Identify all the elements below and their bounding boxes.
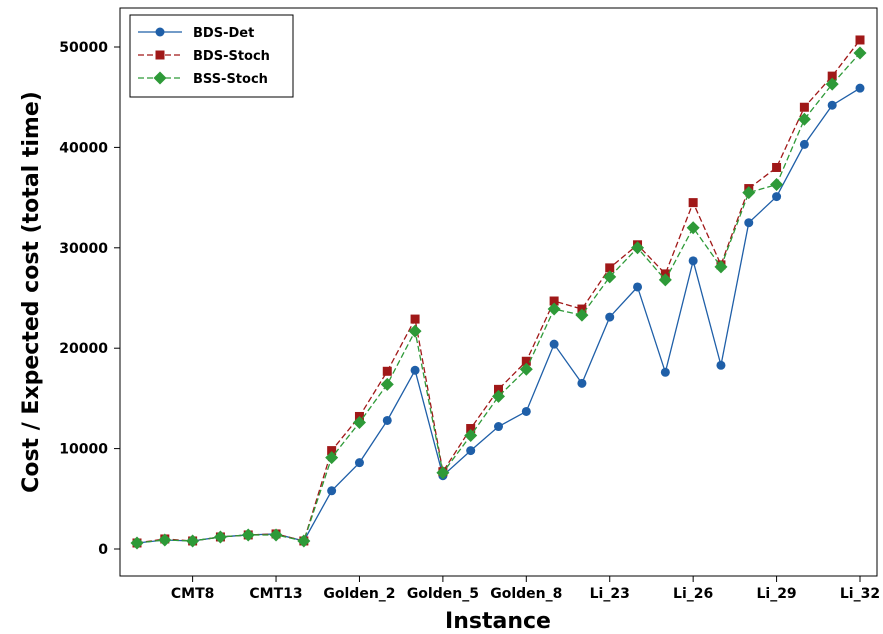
data-point: [631, 241, 645, 255]
series-line: [136, 52, 861, 544]
data-point: [605, 263, 615, 273]
data-point: [772, 192, 782, 202]
data-point: [855, 83, 865, 93]
data-point: [549, 296, 559, 306]
data-point: [186, 534, 200, 548]
x-tick-label: Li_26: [673, 586, 713, 602]
y-tick-label: 40000: [59, 140, 108, 156]
data-point: [686, 221, 700, 235]
data-point: [327, 446, 337, 456]
data-point: [658, 273, 672, 287]
data-point: [130, 536, 144, 550]
data-point: [799, 102, 809, 112]
data-point: [825, 77, 839, 91]
data-point: [521, 356, 531, 366]
data-point: [466, 446, 476, 456]
x-tick-label: Li_29: [756, 586, 796, 602]
data-point: [547, 302, 561, 316]
data-point: [855, 35, 865, 45]
y-axis-title: Cost / Expected cost (total time): [19, 91, 44, 493]
data-point: [494, 422, 503, 432]
data-point: [436, 466, 450, 480]
legend-marker: [155, 50, 165, 60]
data-point: [380, 377, 394, 391]
data-point: [605, 312, 615, 322]
data-point: [494, 384, 503, 394]
data-point: [633, 282, 643, 292]
data-point: [410, 314, 420, 324]
y-tick-label: 50000: [59, 40, 108, 56]
data-point: [408, 324, 422, 338]
data-point: [660, 367, 670, 377]
series-bds-det: [132, 83, 865, 548]
data-point: [770, 178, 784, 192]
data-point: [688, 256, 698, 266]
data-point: [744, 218, 754, 228]
x-tick-label: Golden_8: [490, 586, 562, 602]
legend-marker: [155, 27, 165, 37]
data-point: [714, 260, 728, 274]
x-axis-ticks: CMT8 CMT13 Golden_2 Golden_5 Golden_8 Li_23 Li…: [171, 576, 880, 602]
data-point: [241, 528, 255, 542]
series-line: [136, 87, 861, 544]
data-point: [716, 360, 726, 370]
y-tick-label: 30000: [59, 241, 108, 257]
data-point: [797, 112, 811, 126]
data-point: [742, 186, 756, 200]
data-point: [464, 429, 478, 443]
x-tick-label: Golden_2: [323, 586, 395, 602]
legend-item: BDS-Stoch: [138, 49, 270, 64]
data-point: [575, 308, 589, 322]
data-point: [521, 406, 531, 416]
y-axis-ticks: 0 10000 20000 30000 40000 50000: [59, 40, 120, 558]
series-bss-stoch: [130, 46, 867, 550]
series-bds-stoch: [132, 35, 865, 548]
data-point: [410, 365, 420, 375]
data-point: [827, 71, 837, 81]
data-point: [772, 162, 782, 172]
data-point: [352, 415, 366, 429]
x-tick-label: CMT13: [249, 586, 302, 602]
data-point: [158, 533, 172, 547]
y-tick-label: 20000: [59, 341, 108, 357]
y-tick-label: 10000: [59, 442, 108, 458]
data-point: [799, 139, 809, 149]
x-tick-label: Golden_5: [407, 586, 479, 602]
x-axis-title: Instance: [445, 609, 551, 634]
data-point: [325, 451, 339, 465]
legend-label: BSS-Stoch: [193, 72, 268, 87]
data-point: [466, 424, 476, 434]
x-tick-label: Li_32: [840, 586, 880, 602]
legend-item: BDS-Det: [138, 26, 254, 41]
data-point: [549, 339, 559, 349]
data-point: [327, 486, 337, 496]
x-tick-label: Li_23: [590, 586, 630, 602]
legend-marker: [153, 71, 167, 85]
data-point: [213, 530, 227, 544]
data-point: [382, 415, 392, 425]
data-point: [577, 378, 587, 388]
plot-frame: [119, 7, 878, 577]
x-tick-label: CMT8: [171, 586, 215, 602]
legend: BDS-Det BDS-Stoch BSS-Stoch: [129, 14, 294, 98]
data-point: [354, 458, 364, 468]
series-layer: [130, 35, 867, 550]
data-point: [688, 198, 698, 208]
data-point: [853, 46, 867, 60]
data-point: [519, 362, 533, 376]
data-point: [827, 100, 837, 110]
data-point: [492, 389, 505, 403]
legend-label: BDS-Det: [193, 26, 254, 41]
legend-label: BDS-Stoch: [193, 49, 270, 64]
data-point: [382, 366, 392, 376]
data-point: [603, 270, 617, 284]
legend-item: BSS-Stoch: [138, 71, 268, 87]
data-point: [297, 534, 311, 548]
series-line: [136, 39, 861, 544]
data-point: [269, 528, 283, 542]
y-tick-label: 0: [98, 542, 108, 558]
